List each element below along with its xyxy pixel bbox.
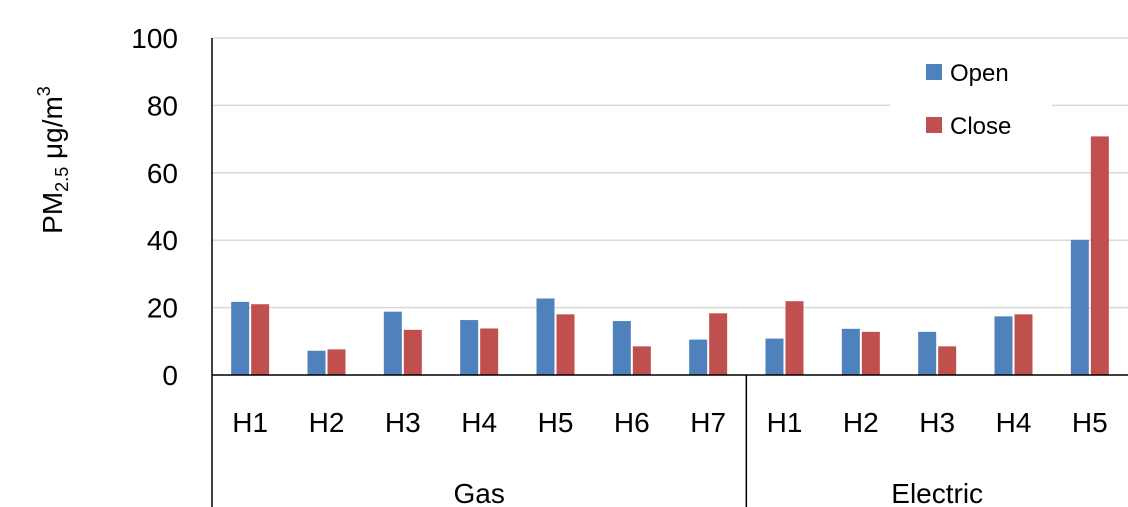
bar-open [689, 339, 708, 375]
x-category-label: H3 [919, 407, 955, 438]
bar-close [556, 314, 575, 375]
bar-close [861, 331, 880, 375]
bar-open [1070, 239, 1089, 375]
y-axis-label-sub: 2.5 [52, 167, 72, 192]
y-axis-label-unit: μg/m [37, 96, 68, 167]
bar-close [251, 304, 270, 375]
bar-close [709, 313, 728, 375]
bars [231, 136, 1109, 375]
bar-open [918, 331, 937, 375]
legend: Open Close [890, 48, 1052, 156]
x-category-label: H2 [843, 407, 879, 438]
bar-close [632, 346, 651, 375]
bar-open [841, 328, 860, 375]
y-tick-label: 0 [162, 360, 178, 391]
x-group-label: Electric [891, 478, 983, 507]
legend-swatch-close [926, 117, 942, 133]
bar-open [307, 350, 326, 375]
y-tick-label: 20 [147, 293, 178, 324]
x-category-label: H1 [767, 407, 803, 438]
bar-open [536, 298, 555, 375]
bar-close [938, 346, 957, 375]
bar-open [460, 320, 479, 375]
legend-label-close: Close [950, 113, 1011, 140]
x-category-label: H4 [461, 407, 497, 438]
x-group-label: Gas [453, 478, 504, 507]
y-axis-label-main: PM [37, 192, 68, 234]
x-category-label: H1 [232, 407, 268, 438]
x-category-label: H6 [614, 407, 650, 438]
y-tick-label: 40 [147, 225, 178, 256]
x-category-label: H2 [309, 407, 345, 438]
x-group-labels: Gas Electric [453, 478, 983, 507]
bar-open [231, 301, 250, 375]
y-tick-label: 80 [147, 90, 178, 121]
bar-close [403, 329, 422, 375]
bar-open [765, 338, 784, 375]
bar-open [612, 321, 631, 375]
x-category-labels: H1 H2 H3 H4 H5 H6 H7 H1 H2 H3 H4 H5 [232, 407, 1107, 438]
x-category-label: H3 [385, 407, 421, 438]
x-category-label: H5 [1072, 407, 1108, 438]
y-tick-labels: 0 20 40 60 80 100 [131, 23, 178, 391]
axes [211, 38, 1128, 507]
bar-close [480, 328, 499, 375]
bar-close [785, 301, 804, 375]
y-tick-label: 100 [131, 23, 178, 54]
legend-swatch-open [926, 64, 942, 80]
x-category-label: H7 [690, 407, 726, 438]
y-axis-label: PM2.5 μg/m3 [34, 86, 72, 234]
legend-background [890, 48, 1052, 156]
bar-open [383, 311, 402, 375]
bar-open [994, 316, 1013, 375]
bar-close [1090, 136, 1109, 375]
x-category-label: H5 [538, 407, 574, 438]
x-category-label: H4 [996, 407, 1032, 438]
legend-label-open: Open [950, 60, 1009, 87]
y-tick-label: 60 [147, 158, 178, 189]
bar-close [1014, 314, 1033, 375]
y-axis-label-sup: 3 [34, 86, 54, 96]
bar-close [327, 349, 346, 375]
